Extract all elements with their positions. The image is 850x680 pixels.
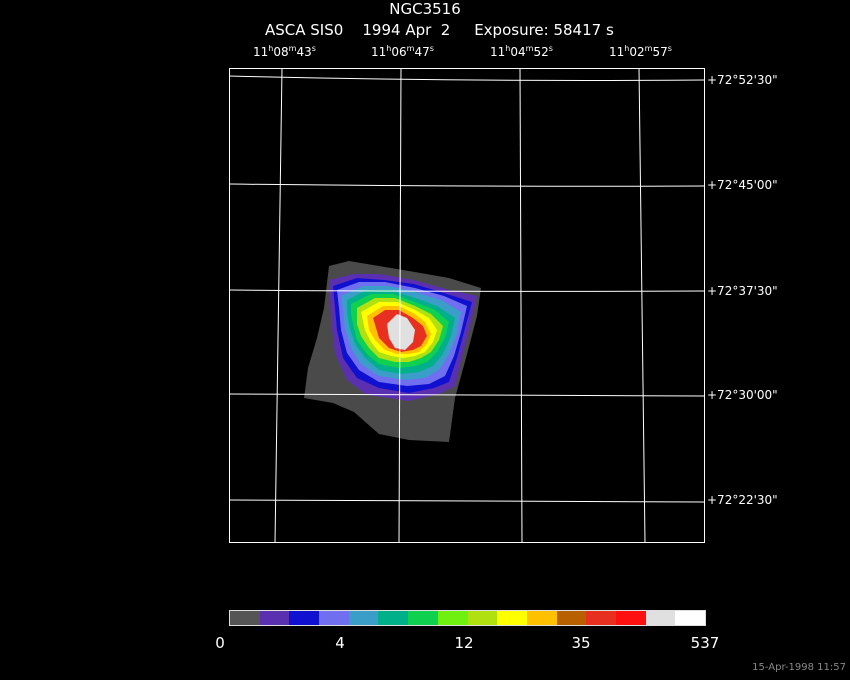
- colorbar-swatch: [645, 611, 676, 625]
- ra-label: 11h04m52s: [490, 44, 553, 59]
- observation-date: 1994 Apr 2: [362, 21, 451, 39]
- ra-label: 11h02m57s: [609, 44, 672, 59]
- colorbar-tick-label: 4: [335, 634, 345, 652]
- colorbar-swatch: [408, 611, 438, 625]
- dec-label: +72°37'30": [707, 284, 778, 298]
- colorbar-swatch: [526, 611, 557, 625]
- colorbar-swatch: [230, 611, 260, 625]
- ra-gridline: [398, 68, 402, 543]
- colorbar-tick-label: 35: [571, 634, 591, 652]
- dec-gridline: [229, 183, 705, 187]
- plot-border: [229, 68, 705, 543]
- colorbar-swatch: [497, 611, 527, 625]
- timestamp: 15-Apr-1998 11:57: [752, 662, 846, 673]
- ra-label: 11h06m47s: [371, 44, 434, 59]
- ra-label: 11h08m43s: [253, 44, 316, 59]
- colorbar-swatch: [348, 611, 379, 625]
- dec-label: +72°30'00": [707, 388, 778, 402]
- coordinate-grid: [229, 68, 705, 543]
- emission-core: [387, 314, 415, 350]
- instrument-label: ASCA SIS0: [265, 21, 344, 39]
- colorbar-swatch: [437, 611, 468, 625]
- colorbar-swatch: [675, 611, 705, 625]
- colorbar-swatch: [556, 611, 587, 625]
- colorbar: [229, 610, 706, 626]
- colorbar-swatch: [259, 611, 290, 625]
- image-title: NGC3516: [389, 0, 461, 18]
- exposure-label: Exposure: 58417 s: [474, 21, 614, 39]
- ra-gridline: [638, 68, 646, 543]
- colorbar-tick-label: 12: [454, 634, 474, 652]
- dec-label: +72°45'00": [707, 178, 778, 192]
- colorbar-swatch: [467, 611, 498, 625]
- dec-gridline: [229, 499, 705, 503]
- xray-image: [229, 68, 705, 543]
- colorbar-swatch: [378, 611, 409, 625]
- dec-gridline: [229, 393, 705, 397]
- source-emission: [304, 261, 481, 442]
- dec-label: +72°22'30": [707, 493, 778, 507]
- colorbar-swatch: [615, 611, 646, 625]
- colorbar-tick-label: 537: [690, 634, 720, 652]
- dec-gridline: [229, 75, 705, 81]
- ra-gridline: [519, 68, 523, 543]
- ra-gridline: [274, 68, 283, 543]
- image-frame[interactable]: [229, 68, 705, 543]
- dec-label: +72°52'30": [707, 73, 778, 87]
- colorbar-swatch: [319, 611, 349, 625]
- image-subtitle: ASCA SIS0 1994 Apr 2 Exposure: 58417 s: [265, 21, 614, 39]
- colorbar-swatch: [289, 611, 320, 625]
- dec-gridline: [229, 289, 705, 292]
- colorbar-swatch: [586, 611, 616, 625]
- colorbar-tick-label: 0: [215, 634, 225, 652]
